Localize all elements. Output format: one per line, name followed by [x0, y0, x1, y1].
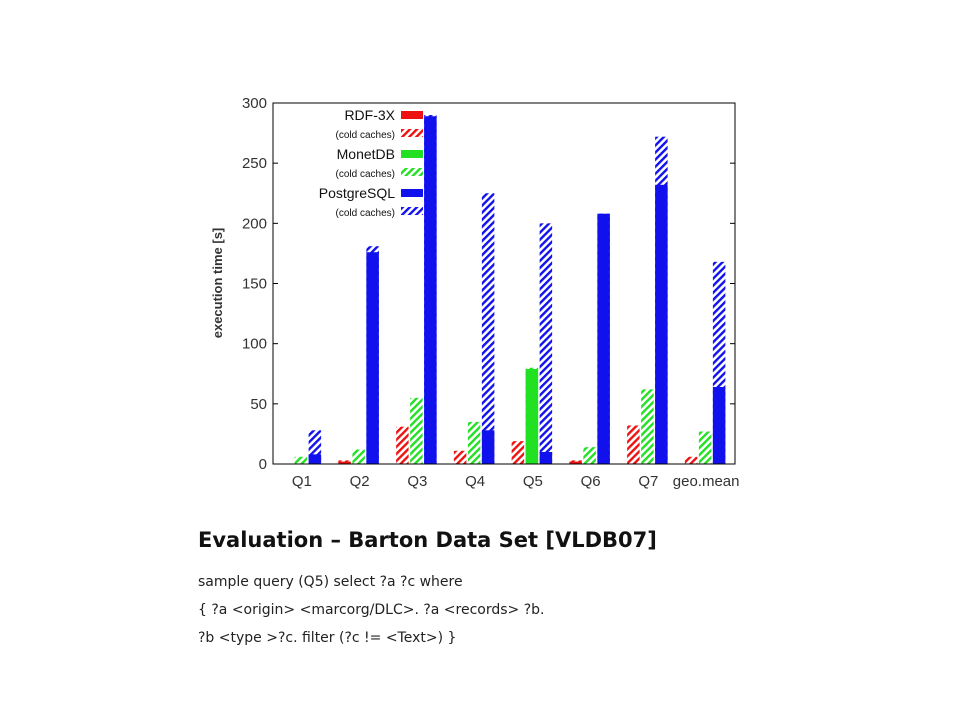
legend-label-cold-PostgreSQL: (cold caches)	[336, 208, 395, 219]
x-tick-label: Q6	[581, 473, 601, 490]
bar-MonetDB-cold-geo.mean	[698, 431, 712, 464]
bar-PostgreSQL-warm-Q7	[655, 184, 668, 464]
legend-swatch-cold-RDF-3X	[401, 129, 423, 137]
bar-PostgreSQL-cold-Q4	[481, 193, 495, 464]
bar-MonetDB-cold-Q3	[410, 397, 423, 464]
slide-title: Evaluation – Barton Data Set [VLDB07]	[198, 528, 657, 552]
slide-caption: Evaluation – Barton Data Set [VLDB07] sa…	[198, 528, 898, 646]
bar-RDF-3X-cold-Q7	[627, 425, 640, 464]
bar-MonetDB-cold-Q7	[641, 389, 654, 464]
bar-MonetDB-warm-Q5	[525, 368, 539, 464]
legend-swatch-PostgreSQL	[401, 189, 423, 197]
bar-MonetDB-cold-Q6	[583, 447, 596, 464]
query-line-1: sample query (Q5) select ?a ?c where	[198, 574, 463, 590]
y-tick-label: 100	[242, 336, 267, 353]
x-tick-label: Q5	[523, 473, 543, 490]
bar-RDF-3X-cold-Q4	[453, 450, 467, 464]
y-tick-label: 50	[250, 396, 267, 413]
bar-PostgreSQL-warm-Q3	[424, 116, 437, 464]
bar-RDF-3X-warm-Q2	[338, 461, 351, 464]
bar-RDF-3X-cold-geo.mean	[684, 456, 698, 464]
query-line-3: ?b <type >?c. filter (?c != <Text>) }	[198, 630, 457, 646]
bar-PostgreSQL-warm-Q6	[597, 213, 610, 464]
execution-time-chart: Q1 Q2 Q3 Q4 Q5 Q6 Q7 geo.mean 0 50 100 150 200 250 300…	[210, 95, 740, 490]
bar-MonetDB-cold-Q4	[467, 421, 481, 464]
x-tick-label: Q4	[465, 473, 485, 490]
legend-label-PostgreSQL: PostgreSQL	[319, 185, 395, 201]
bar-PostgreSQL-warm-Q1	[308, 454, 322, 464]
legend-label-RDF-3X: RDF-3X	[344, 107, 395, 123]
bar-RDF-3X-cold-Q3	[396, 426, 409, 464]
legend-swatch-RDF-3X	[401, 111, 423, 119]
bar-PostgreSQL-warm-Q2	[366, 252, 379, 464]
query-line-2: { ?a <origin> <marcorg/DLC>. ?a <records…	[198, 602, 545, 618]
bar-MonetDB-cold-Q2	[352, 449, 365, 464]
y-tick-label: 300	[242, 95, 267, 112]
legend-label-cold-MonetDB: (cold caches)	[336, 169, 395, 180]
x-tick-label: Q3	[407, 473, 427, 490]
x-tick-label: Q7	[638, 473, 658, 490]
bar-PostgreSQL-warm-Q4	[481, 430, 495, 464]
x-tick-label: geo.mean	[673, 473, 740, 490]
bar-RDF-3X-warm-Q6	[569, 461, 582, 464]
legend-label-MonetDB: MonetDB	[337, 146, 395, 162]
legend-swatch-cold-MonetDB	[401, 168, 423, 176]
bar-MonetDB-cold-Q1	[294, 456, 308, 464]
y-axis-label: execution time [s]	[210, 228, 225, 339]
bar-RDF-3X-cold-Q5	[511, 441, 525, 464]
x-tick-label: Q1	[292, 473, 312, 490]
y-tick-label: 200	[242, 215, 267, 232]
x-tick-label: Q2	[350, 473, 370, 490]
bar-PostgreSQL-warm-Q5	[539, 451, 553, 464]
legend-swatch-MonetDB	[401, 150, 423, 158]
bar-PostgreSQL-cold-Q5	[539, 223, 553, 464]
bar-PostgreSQL-warm-geo.mean	[712, 386, 726, 464]
legend-label-cold-RDF-3X: (cold caches)	[336, 130, 395, 141]
y-tick-label: 150	[242, 276, 267, 293]
y-tick-label: 0	[259, 456, 267, 473]
legend-swatch-cold-PostgreSQL	[401, 207, 423, 215]
y-tick-label: 250	[242, 155, 267, 172]
